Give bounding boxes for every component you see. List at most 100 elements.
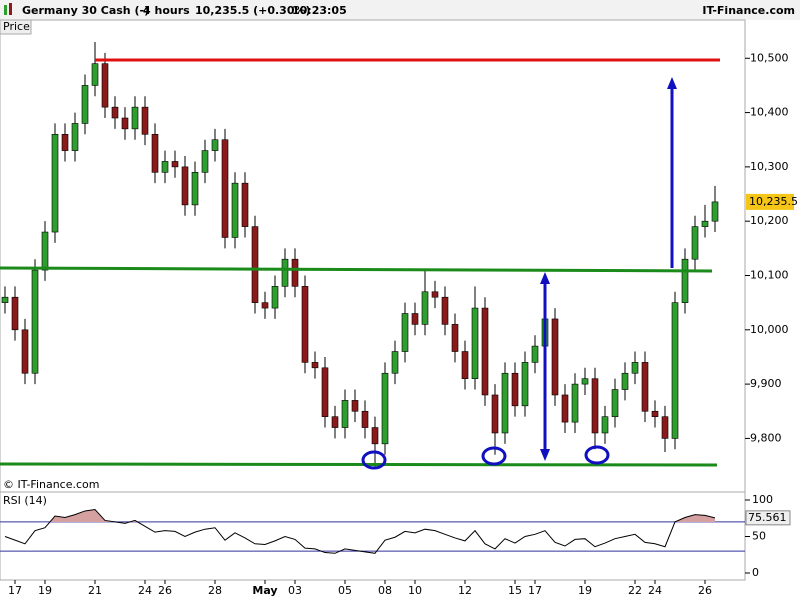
candle-body <box>221 139 229 238</box>
x-tick-label: 03 <box>288 584 302 597</box>
candle-body <box>491 394 499 434</box>
candle-body <box>261 302 269 309</box>
candle-body <box>301 286 309 363</box>
candle-body <box>621 372 629 390</box>
candle-body <box>381 372 389 445</box>
rsi-tick-label: 0 <box>752 566 759 579</box>
candle-body <box>411 313 419 325</box>
candle-body <box>551 318 559 396</box>
y-tick-label: 10,200 <box>750 214 789 227</box>
plot: 9,800 9,900 10,000 10,100 10,200 10,300 10,400… <box>0 41 798 597</box>
arrow-head <box>540 449 550 461</box>
y-tick-label: 10,300 <box>750 160 789 173</box>
candle-body <box>351 400 359 412</box>
header-bar <box>0 0 800 20</box>
candle-body <box>211 139 219 151</box>
y-tick-label: 9,800 <box>750 431 782 444</box>
instrument: Germany 30 Cash (-) <box>22 4 149 17</box>
candle-body <box>251 226 259 303</box>
arrow-head <box>667 77 677 89</box>
candle-body <box>291 258 299 287</box>
candle-body <box>341 400 349 428</box>
header-icon <box>4 5 7 15</box>
neckline <box>0 266 713 273</box>
x-tick-label: 21 <box>88 584 102 597</box>
rsi-title: RSI (14) <box>3 494 47 507</box>
period: 4 hours <box>143 4 190 17</box>
x-tick-label: 12 <box>458 584 472 597</box>
candle-body <box>361 410 369 428</box>
current-price-box <box>746 193 794 210</box>
candle-body <box>101 63 109 108</box>
candle-body <box>651 410 659 417</box>
low-circle <box>584 445 610 465</box>
candle-body <box>51 133 59 233</box>
candle-body <box>631 362 639 374</box>
x-tick-label: 10 <box>408 584 422 597</box>
candle-body <box>531 345 539 363</box>
x-tick-label: May <box>252 584 277 597</box>
candle-body <box>281 258 289 287</box>
x-tick-label: 22 <box>628 584 642 597</box>
candle-body <box>41 231 49 271</box>
candle-body <box>271 286 279 309</box>
candle-body <box>641 362 649 412</box>
candle-body <box>181 166 189 206</box>
x-tick-label: 15 <box>508 584 522 597</box>
candle-body <box>661 416 669 439</box>
drawings <box>0 58 720 470</box>
x-tick-label: 19 <box>578 584 592 597</box>
candle-body <box>31 269 39 374</box>
header-icon <box>9 3 12 15</box>
x-tick-label: 24 <box>648 584 662 597</box>
candle-body <box>11 296 19 331</box>
candle-body <box>481 307 489 396</box>
candle-body <box>1 296 9 303</box>
candle-body <box>71 123 79 151</box>
candle-body <box>681 258 689 303</box>
watermark: © IT-Finance.com <box>3 478 100 491</box>
candle-body <box>571 383 579 423</box>
rsi-panel <box>0 491 746 581</box>
quote: 10,235.5 (+0.30%) <box>195 4 311 17</box>
candle-body <box>431 291 439 298</box>
candle-body <box>111 106 119 119</box>
candle-body <box>241 182 249 227</box>
panel-label-box <box>0 19 32 35</box>
candle-body <box>81 85 89 124</box>
price-panel <box>0 19 746 493</box>
candle-body <box>441 296 449 325</box>
x-tick-label: 28 <box>208 584 222 597</box>
candle-body <box>151 133 159 173</box>
y-tick-label: 10,100 <box>750 268 789 281</box>
support-line <box>0 462 718 467</box>
x-tick-label: 19 <box>38 584 52 597</box>
candle-body <box>141 106 149 135</box>
candle-body <box>161 161 169 173</box>
y-tick-label: 10,400 <box>750 106 789 119</box>
rsi-tick-label: 50 <box>752 530 766 543</box>
candle-body <box>391 351 399 374</box>
candle-body <box>331 416 339 428</box>
y-tick-label: 10,000 <box>750 323 789 336</box>
candle-body <box>691 226 699 260</box>
candle-body <box>131 106 139 130</box>
low-circle <box>481 446 507 466</box>
candle-body <box>501 372 509 434</box>
candle-body <box>21 329 29 374</box>
candle-body <box>671 302 679 439</box>
candle-body <box>201 150 209 173</box>
candle-body <box>591 378 599 434</box>
rsi-tick-label: 100 <box>752 493 773 506</box>
site: IT-Finance.com <box>702 4 795 17</box>
x-tick-label: 05 <box>338 584 352 597</box>
candle-body <box>191 172 199 206</box>
x-tick-label: 26 <box>158 584 172 597</box>
candle-body <box>511 372 519 407</box>
candle-body <box>311 362 319 369</box>
low-circle <box>361 450 387 470</box>
candle-body <box>91 63 99 86</box>
panel-label: Price <box>3 20 30 33</box>
candle-body <box>61 133 69 151</box>
